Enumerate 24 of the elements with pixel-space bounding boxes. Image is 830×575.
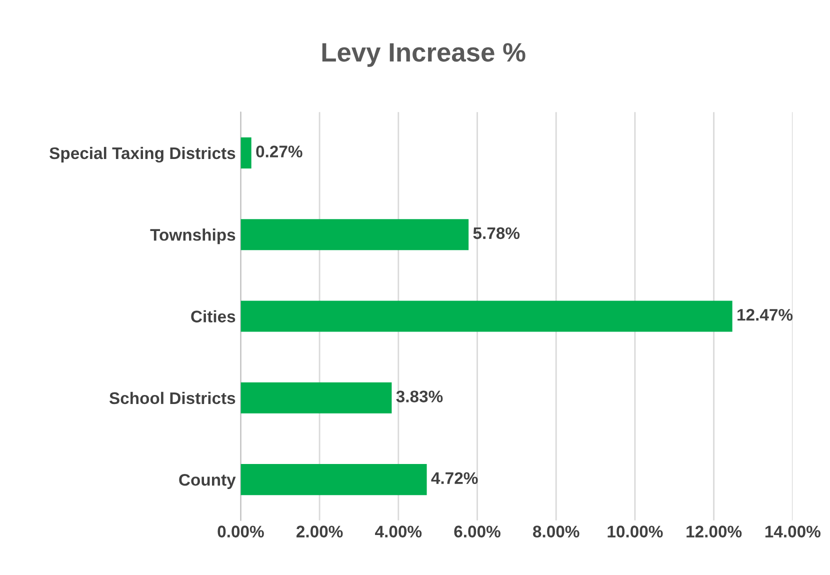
data-label: 3.83% — [396, 390, 443, 402]
x-tick-label: 10.00% — [608, 526, 663, 538]
bar — [240, 300, 732, 332]
y-tick-label: Townships — [150, 228, 236, 244]
y-tick-label: Special Taxing Districts — [50, 146, 236, 163]
x-tick-label: 2.00% — [296, 526, 343, 538]
x-tick-label: 6.00% — [454, 526, 500, 538]
data-label: 4.72% — [431, 472, 478, 484]
x-tick-label: 8.00% — [533, 526, 580, 538]
data-label: 0.27% — [256, 146, 302, 158]
y-tick-label: Cities — [191, 310, 236, 322]
bar — [240, 464, 427, 496]
y-tick-label: School Districts — [109, 392, 236, 404]
x-tick-label: 14.00% — [765, 526, 820, 538]
data-label: 5.78% — [473, 227, 520, 240]
chart-title: Levy Increase % — [322, 43, 526, 67]
x-tick-label: 12.00% — [686, 526, 742, 538]
bar — [240, 219, 469, 250]
y-tick-label: County — [179, 474, 236, 490]
x-tick-label: 4.00% — [375, 526, 422, 538]
bar — [240, 137, 252, 168]
bar — [240, 382, 392, 414]
x-tick-label: 0.00% — [218, 526, 264, 538]
data-label: 12.47% — [738, 308, 793, 321]
